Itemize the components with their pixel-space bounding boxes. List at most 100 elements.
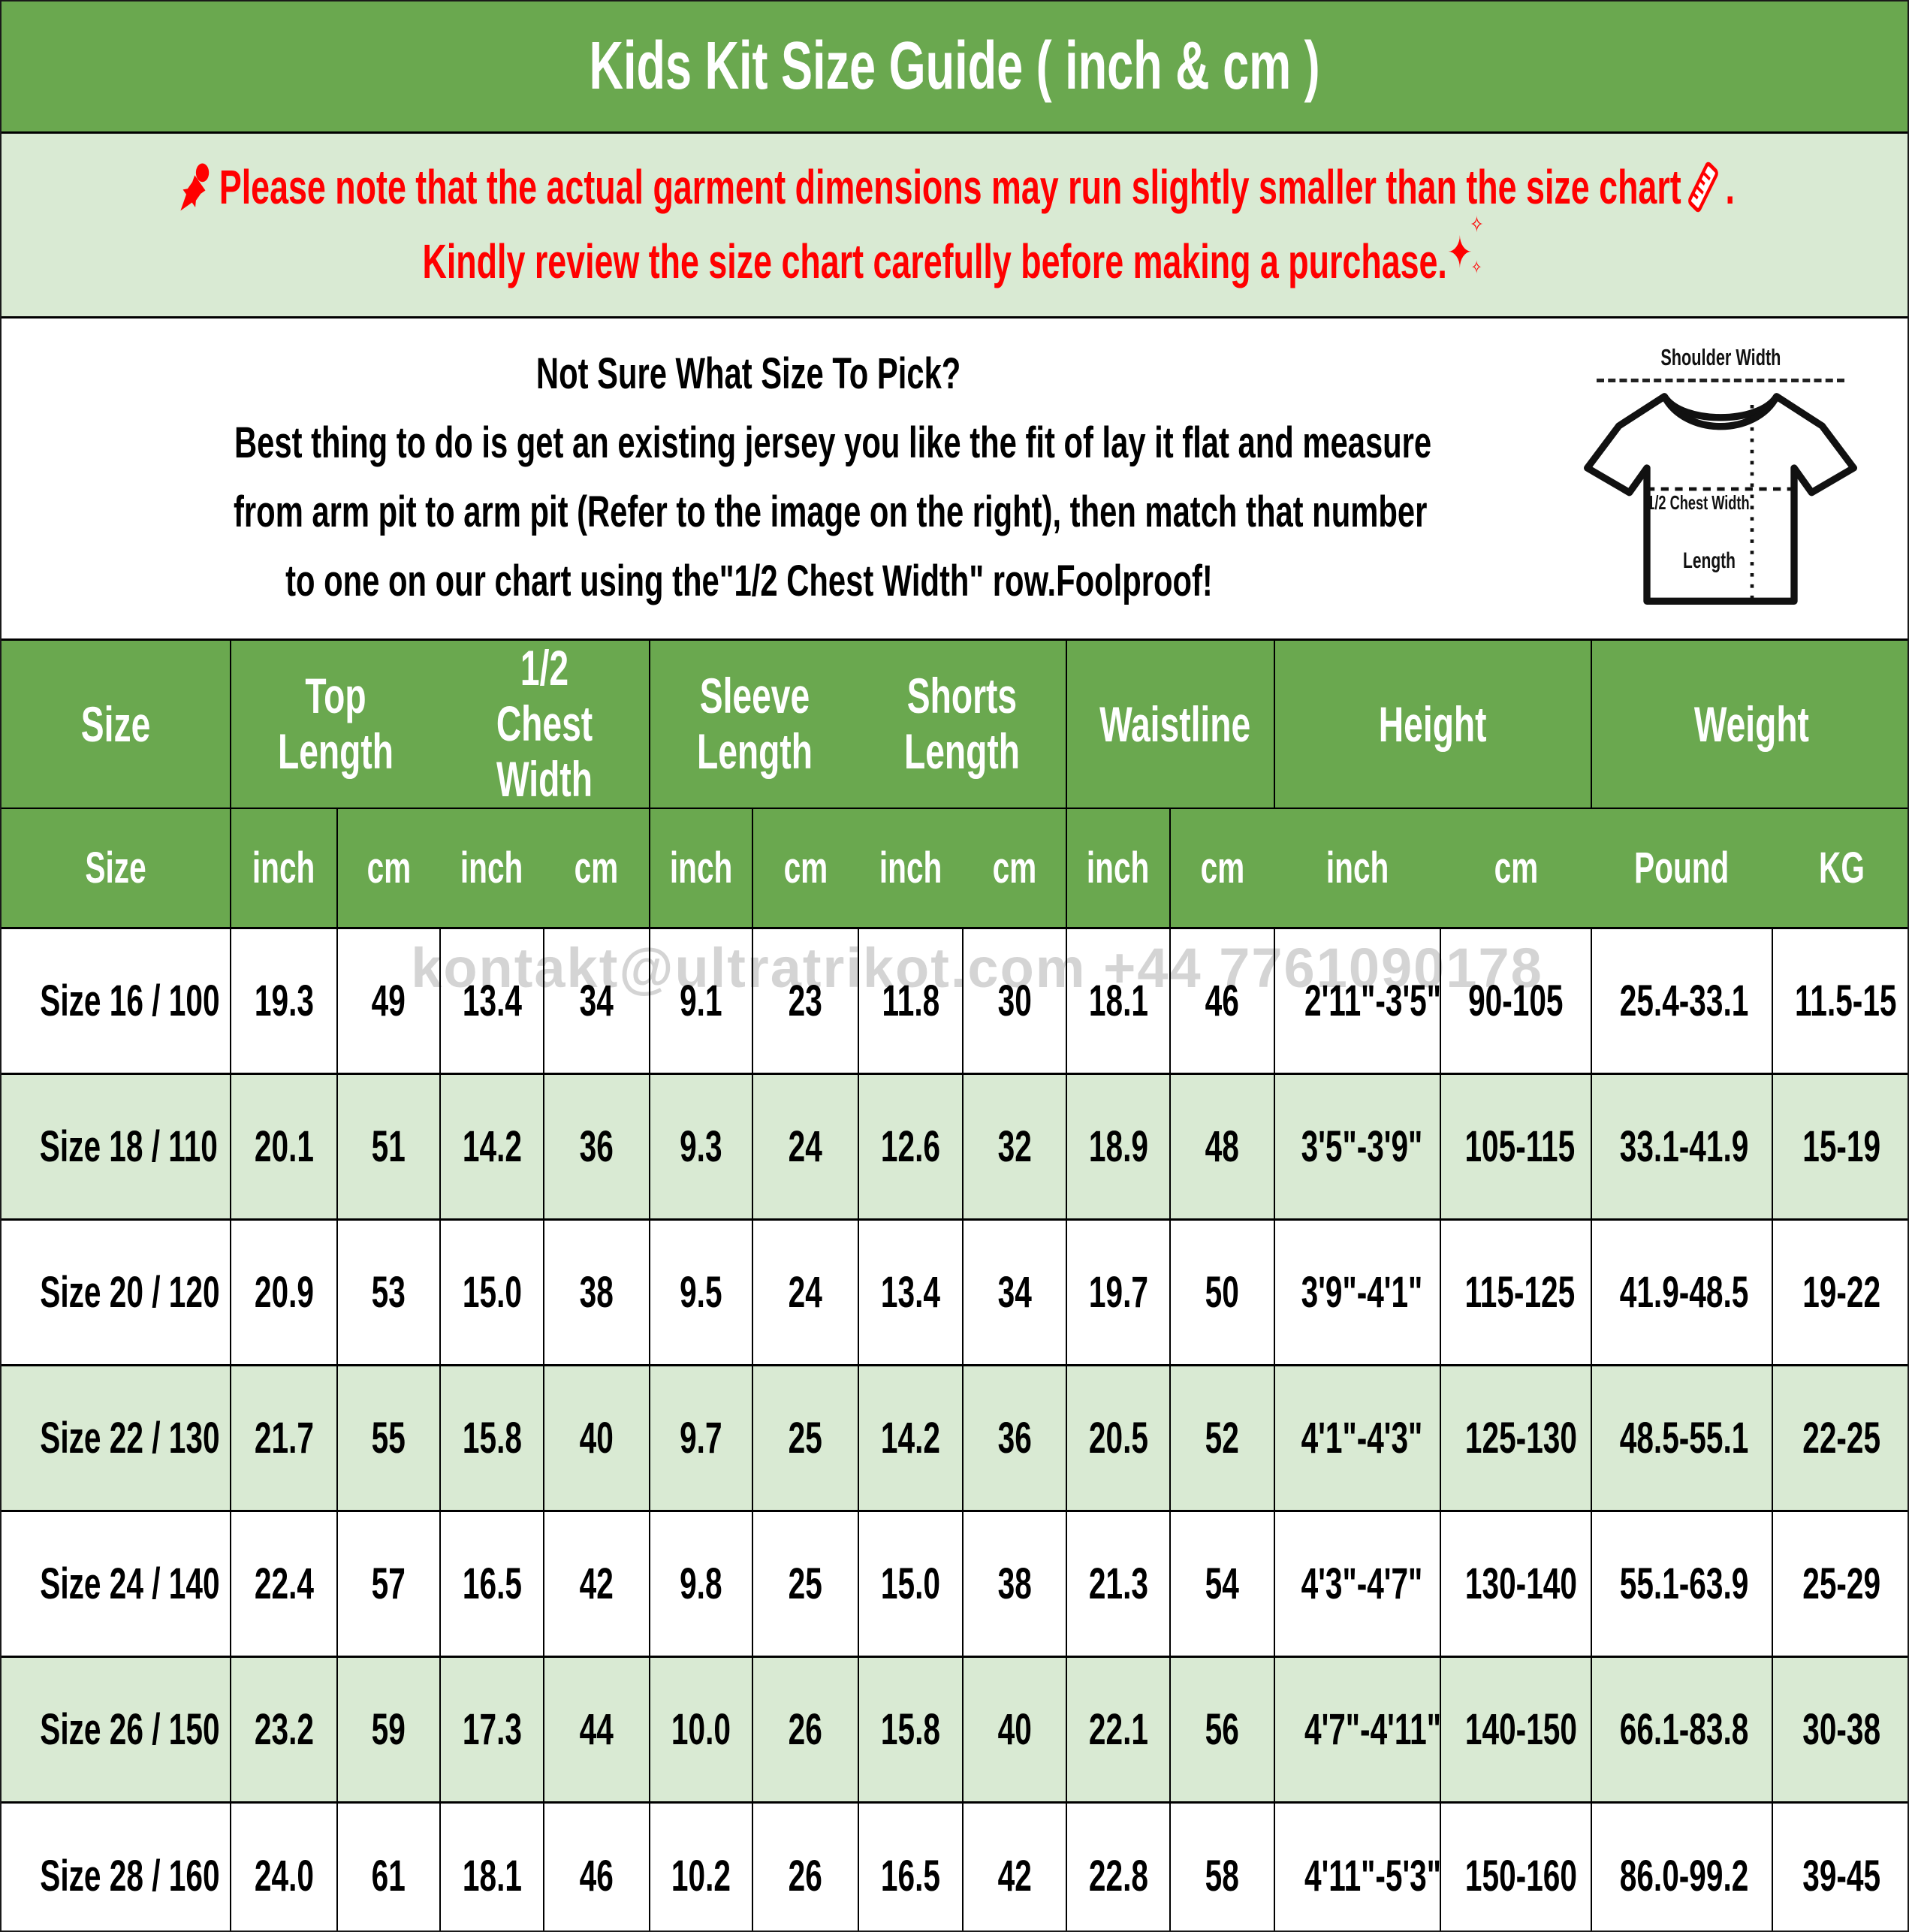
value-cell: 25 xyxy=(751,1511,859,1659)
cell-text: 30 xyxy=(997,977,1032,1026)
tshirt-measure-diagram: Shoulder Width 1/2 Chest Width Length xyxy=(1553,344,1888,615)
value-cell: 24.0 xyxy=(230,1802,337,1930)
cell-text: 34 xyxy=(997,1268,1032,1318)
unit-header-label: Size xyxy=(85,844,146,893)
cell-text: Size 22 / 130 xyxy=(40,1414,220,1463)
unit-header-label: cm xyxy=(574,844,619,893)
cell-text: 12.6 xyxy=(880,1122,941,1172)
cell-text: 66.1-83.8 xyxy=(1619,1705,1749,1755)
value-cell: 90-105 xyxy=(1440,928,1592,1076)
cell-text: 3'9"-4'1" xyxy=(1301,1268,1423,1318)
cell-text: 22.4 xyxy=(254,1559,314,1609)
value-cell: 56 xyxy=(1169,1656,1275,1804)
notice-text-1: Please note that the actual garment dime… xyxy=(219,159,1681,214)
cell-text: 10.0 xyxy=(671,1705,731,1755)
column-group-top-length: Top Length xyxy=(230,639,440,809)
cell-text: 9.8 xyxy=(680,1559,722,1609)
size-label-cell: Size 16 / 100 xyxy=(2,928,231,1076)
size-label-cell: Size 24 / 140 xyxy=(2,1511,231,1659)
value-cell: 50 xyxy=(1169,1219,1275,1367)
unit-header-0: Size xyxy=(2,808,231,930)
value-cell: 42 xyxy=(543,1511,650,1659)
value-cell: 4'11"-5'3" xyxy=(1274,1802,1441,1930)
cell-text: 22.8 xyxy=(1088,1852,1148,1901)
cell-text: 15.8 xyxy=(880,1705,941,1755)
cell-text: 24 xyxy=(788,1268,823,1318)
column-group-label: Height xyxy=(1379,696,1487,752)
cell-text: 51 xyxy=(371,1122,406,1172)
value-cell: 21.3 xyxy=(1066,1511,1171,1659)
cell-text: 13.4 xyxy=(462,977,522,1026)
value-cell: 9.7 xyxy=(649,1365,752,1513)
notice-text-1-period: . xyxy=(1725,159,1735,214)
column-group-weight: Weight xyxy=(1591,639,1907,809)
value-cell: 57 xyxy=(336,1511,440,1659)
value-cell: 11.5-15 xyxy=(1772,928,1907,1076)
cell-text: 9.1 xyxy=(680,977,722,1026)
cell-text: 39-45 xyxy=(1802,1852,1881,1901)
value-cell: 15-19 xyxy=(1772,1073,1907,1221)
table-row: Size 20 / 120 20.9 53 15.0 38 9.5 24 13.4 34 19.7… xyxy=(2,1219,1907,1367)
table-row: Size 24 / 140 22.4 57 16.5 42 9.8 25 15.0 38 21.3… xyxy=(2,1511,1907,1659)
value-cell: 18.1 xyxy=(439,1802,544,1930)
table-row: Size 26 / 150 23.2 59 17.3 44 10.0 26 15.8 40 22.… xyxy=(2,1656,1907,1804)
value-cell: 9.1 xyxy=(649,928,752,1076)
unit-header-label: inch xyxy=(669,844,733,893)
cell-text: 26 xyxy=(788,1705,823,1755)
cell-text: 44 xyxy=(579,1705,614,1755)
cell-text: 105-115 xyxy=(1464,1122,1576,1172)
half-chest-width-label: 1/2 Chest Width xyxy=(1647,491,1750,514)
cell-text: 14.2 xyxy=(462,1122,522,1172)
cell-text: 13.4 xyxy=(880,1268,941,1318)
cell-text: Size 18 / 110 xyxy=(39,1122,218,1172)
cell-text: 48.5-55.1 xyxy=(1619,1414,1749,1463)
value-cell: 15.0 xyxy=(858,1511,964,1659)
column-group-label: Shorts Length xyxy=(904,667,1021,779)
unit-header-1: inch xyxy=(230,808,337,930)
unit-header-row: Size inch cm inch cm inch cm inch cm inch cm inch cm… xyxy=(2,808,1907,930)
unit-header-label: cm xyxy=(366,844,412,893)
cell-text: 19-22 xyxy=(1802,1268,1881,1318)
column-group-label: Top Length xyxy=(278,667,394,779)
value-cell: 4'7"-4'11" xyxy=(1274,1656,1441,1804)
value-cell: 20.5 xyxy=(1066,1365,1171,1513)
unit-header-label: inch xyxy=(1087,844,1150,893)
cell-text: 18.9 xyxy=(1088,1122,1148,1172)
unit-header-4: cm xyxy=(544,808,650,930)
value-cell: 16.5 xyxy=(439,1511,544,1659)
value-cell: 34 xyxy=(543,928,650,1076)
cell-text: 150-160 xyxy=(1464,1852,1577,1901)
size-label-cell: Size 22 / 130 xyxy=(2,1365,231,1513)
column-group-size: Size xyxy=(2,639,231,809)
cell-text: 25.4-33.1 xyxy=(1619,977,1749,1026)
value-cell: 48 xyxy=(1169,1073,1275,1221)
cell-text: 4'11"-5'3" xyxy=(1304,1852,1441,1901)
value-cell: 24 xyxy=(751,1219,859,1367)
value-cell: 36 xyxy=(543,1073,650,1221)
table-row: Size 18 / 110 20.1 51 14.2 36 9.3 24 12.6 32 18.9… xyxy=(2,1073,1907,1221)
value-cell: 39-45 xyxy=(1772,1802,1907,1930)
unit-header-5: inch xyxy=(649,808,752,930)
unit-header-11: inch xyxy=(1274,808,1441,930)
value-cell: 9.8 xyxy=(649,1511,752,1659)
value-cell: 4'1"-4'3" xyxy=(1274,1365,1441,1513)
column-group-label: Size xyxy=(80,696,151,752)
value-cell: 15.8 xyxy=(858,1656,964,1804)
unit-header-10: cm xyxy=(1169,808,1275,930)
cell-text: 49 xyxy=(371,977,406,1026)
cell-text: 16.5 xyxy=(462,1559,522,1609)
value-cell: 22-25 xyxy=(1772,1365,1907,1513)
unit-header-label: cm xyxy=(1200,844,1245,893)
value-cell: 22.8 xyxy=(1066,1802,1171,1930)
value-cell: 22.4 xyxy=(230,1511,337,1659)
column-group-height: Height xyxy=(1274,639,1592,809)
cell-text: 26 xyxy=(788,1852,823,1901)
value-cell: 26 xyxy=(751,1802,859,1930)
value-cell: 14.2 xyxy=(858,1365,964,1513)
notice-banner: Please note that the actual garment dime… xyxy=(2,134,1907,318)
cell-text: Size 20 / 120 xyxy=(40,1268,220,1318)
value-cell: 59 xyxy=(336,1656,440,1804)
cell-text: 125-130 xyxy=(1464,1414,1577,1463)
value-cell: 30 xyxy=(962,928,1067,1076)
